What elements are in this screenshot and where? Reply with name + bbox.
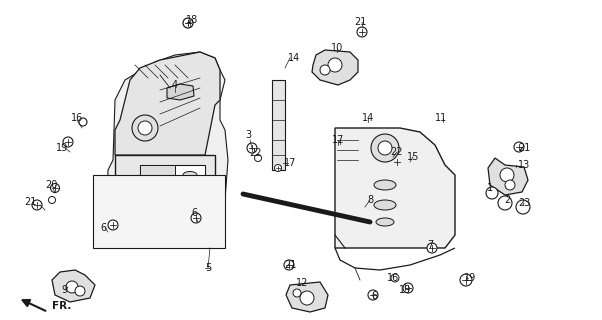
Text: 10: 10 (331, 43, 343, 53)
Text: 6: 6 (100, 223, 106, 233)
Polygon shape (140, 165, 175, 230)
Circle shape (284, 260, 294, 270)
Text: 6: 6 (191, 208, 197, 218)
Text: 20: 20 (45, 180, 57, 190)
Text: 21: 21 (284, 260, 296, 270)
Text: 5: 5 (205, 263, 211, 273)
Polygon shape (140, 165, 205, 230)
Circle shape (378, 141, 392, 155)
Circle shape (500, 168, 514, 182)
Polygon shape (115, 52, 220, 155)
Circle shape (337, 139, 344, 146)
Circle shape (427, 243, 437, 253)
Circle shape (486, 187, 498, 199)
Ellipse shape (183, 196, 197, 204)
Text: 21: 21 (354, 17, 366, 27)
Circle shape (393, 157, 402, 166)
Ellipse shape (374, 180, 396, 190)
Circle shape (66, 281, 78, 293)
Polygon shape (107, 52, 228, 248)
Polygon shape (272, 80, 285, 170)
Circle shape (108, 220, 118, 230)
Circle shape (371, 134, 399, 162)
Text: 18: 18 (186, 15, 198, 25)
Text: 14: 14 (288, 53, 300, 63)
Circle shape (79, 118, 87, 126)
Circle shape (460, 274, 472, 286)
Circle shape (132, 115, 158, 141)
Text: 22: 22 (391, 147, 403, 157)
Text: 6: 6 (371, 291, 377, 301)
Polygon shape (335, 128, 455, 248)
Circle shape (293, 289, 301, 297)
Polygon shape (312, 50, 358, 85)
Text: 21: 21 (518, 143, 530, 153)
Text: 22: 22 (250, 148, 262, 158)
Text: 17: 17 (284, 158, 296, 168)
Text: 12: 12 (296, 278, 308, 288)
Circle shape (49, 196, 55, 204)
Circle shape (505, 180, 515, 190)
Circle shape (138, 121, 152, 135)
Polygon shape (488, 158, 528, 195)
Ellipse shape (183, 185, 197, 191)
Text: 8: 8 (367, 195, 373, 205)
Polygon shape (286, 282, 328, 312)
Circle shape (247, 143, 257, 153)
Circle shape (178, 214, 186, 222)
Text: 11: 11 (435, 113, 447, 123)
Text: 13: 13 (518, 160, 530, 170)
Text: 19: 19 (399, 285, 411, 295)
Circle shape (145, 185, 169, 209)
Text: 2: 2 (504, 195, 510, 205)
Circle shape (183, 18, 193, 28)
Circle shape (191, 213, 201, 223)
Ellipse shape (374, 200, 396, 210)
Text: FR.: FR. (52, 301, 72, 311)
Circle shape (368, 290, 378, 300)
Circle shape (328, 58, 342, 72)
Text: 21: 21 (24, 197, 36, 207)
Circle shape (514, 142, 524, 152)
Text: 17: 17 (332, 135, 344, 145)
Polygon shape (93, 175, 225, 248)
Ellipse shape (183, 172, 197, 179)
Circle shape (391, 274, 399, 282)
Polygon shape (337, 130, 358, 170)
Text: 1: 1 (487, 183, 493, 193)
Polygon shape (167, 84, 194, 100)
Circle shape (406, 164, 414, 172)
Ellipse shape (376, 218, 394, 226)
Circle shape (63, 137, 73, 147)
Text: 14: 14 (362, 113, 374, 123)
Circle shape (300, 291, 314, 305)
Circle shape (403, 283, 413, 293)
Text: 7: 7 (427, 240, 433, 250)
Text: 9: 9 (61, 285, 67, 295)
Text: 23: 23 (518, 198, 530, 208)
Text: 4: 4 (172, 80, 178, 90)
Circle shape (275, 164, 282, 172)
Text: 19: 19 (56, 143, 68, 153)
Text: 3: 3 (245, 130, 251, 140)
Text: 16: 16 (387, 273, 399, 283)
Text: 19: 19 (464, 273, 476, 283)
Circle shape (32, 200, 42, 210)
Text: 15: 15 (407, 152, 419, 162)
Circle shape (151, 191, 163, 203)
Circle shape (357, 27, 367, 37)
Circle shape (516, 200, 530, 214)
Circle shape (51, 183, 60, 193)
Text: 16: 16 (71, 113, 83, 123)
Circle shape (320, 65, 330, 75)
Circle shape (255, 155, 261, 162)
Circle shape (498, 196, 512, 210)
Circle shape (188, 209, 197, 218)
Polygon shape (52, 270, 95, 302)
Circle shape (75, 286, 85, 296)
Polygon shape (115, 155, 215, 240)
